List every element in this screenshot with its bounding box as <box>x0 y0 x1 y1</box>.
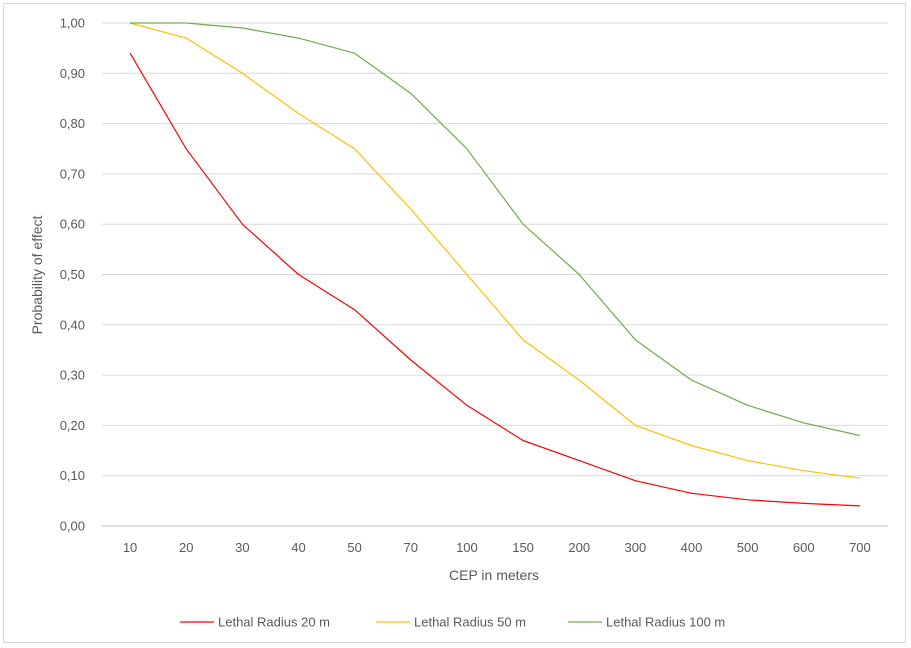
data-point <box>242 73 244 75</box>
series-line-1 <box>129 52 860 507</box>
series-line-3 <box>130 22 861 437</box>
x-tick-label: 300 <box>625 540 647 555</box>
data-point <box>410 359 412 361</box>
data-point <box>129 52 131 54</box>
y-tick-label: 0,90 <box>60 66 85 81</box>
gridlines <box>102 22 888 527</box>
data-point <box>185 37 187 39</box>
y-tick-label: 0,10 <box>60 468 85 483</box>
y-tick-label: 1,00 <box>60 16 85 31</box>
data-point <box>466 404 468 406</box>
data-point <box>578 460 580 462</box>
chart-frame <box>3 3 906 643</box>
legend: Lethal Radius 20 m Lethal Radius 50 m Leth… <box>180 615 725 630</box>
x-tick-label: 100 <box>456 540 478 555</box>
y-tick-label: 0,20 <box>60 418 85 433</box>
y-tick-label: 0,40 <box>60 317 85 332</box>
x-tick-label: 40 <box>291 540 305 555</box>
x-tick-label: 150 <box>512 540 534 555</box>
legend-label: Lethal Radius 20 m <box>218 615 330 630</box>
data-point <box>691 379 693 381</box>
y-tick-labels: 0,00 0,10 0,20 0,30 0,40 0,50 0,60 0,70 0,80 0,90… <box>60 16 85 534</box>
data-point <box>747 499 749 501</box>
y-tick-label: 0,00 <box>60 519 85 534</box>
y-tick-label: 0,50 <box>60 267 85 282</box>
data-point <box>185 148 187 150</box>
data-point <box>691 493 693 495</box>
data-point <box>691 445 693 447</box>
x-tick-label: 20 <box>179 540 193 555</box>
data-point <box>803 503 805 505</box>
legend-label: Lethal Radius 100 m <box>606 615 725 630</box>
data-point <box>522 440 524 442</box>
x-tick-label: 600 <box>793 540 815 555</box>
legend-label: Lethal Radius 50 m <box>414 615 526 630</box>
x-axis-title: CEP in meters <box>449 567 539 583</box>
data-point <box>859 435 861 437</box>
data-point <box>410 93 412 95</box>
data-point <box>129 22 131 24</box>
data-point <box>635 339 637 341</box>
series-line-2 <box>129 22 860 479</box>
legend-item: Lethal Radius 100 m <box>568 615 725 630</box>
data-point <box>354 148 356 150</box>
data-point <box>578 274 580 276</box>
data-point <box>859 477 861 479</box>
x-tick-labels: 10 20 30 40 50 70 100 150 200 300 400 500 600 700 <box>123 540 871 555</box>
data-point <box>803 470 805 472</box>
data-point <box>354 52 356 54</box>
x-tick-label: 30 <box>235 540 249 555</box>
y-tick-label: 0,70 <box>60 166 85 181</box>
data-point <box>522 223 524 225</box>
data-point <box>803 422 805 424</box>
data-point <box>635 425 637 427</box>
x-tick-label: 500 <box>737 540 759 555</box>
data-point <box>466 148 468 150</box>
x-tick-label: 70 <box>404 540 418 555</box>
data-point <box>354 309 356 311</box>
x-tick-label: 10 <box>123 540 137 555</box>
data-point <box>635 480 637 482</box>
legend-item: Lethal Radius 20 m <box>180 615 330 630</box>
y-axis-title: Probability of effect <box>29 215 45 334</box>
data-point <box>466 274 468 276</box>
data-point <box>410 208 412 210</box>
data-point <box>298 113 300 115</box>
data-point <box>242 27 244 29</box>
data-point <box>242 223 244 225</box>
data-point <box>578 379 580 381</box>
y-tick-label: 0,60 <box>60 217 85 232</box>
x-tick-label: 200 <box>568 540 590 555</box>
x-tick-label: 400 <box>681 540 703 555</box>
data-point <box>747 404 749 406</box>
data-point <box>185 22 187 24</box>
data-point <box>298 37 300 39</box>
legend-item: Lethal Radius 50 m <box>376 615 526 630</box>
data-point <box>747 460 749 462</box>
series-lines <box>129 22 861 507</box>
y-tick-label: 0,80 <box>60 116 85 131</box>
x-tick-label: 700 <box>849 540 871 555</box>
data-point <box>298 274 300 276</box>
data-point <box>522 339 524 341</box>
x-tick-label: 50 <box>347 540 361 555</box>
data-point <box>859 505 861 507</box>
y-tick-label: 0,30 <box>60 368 85 383</box>
